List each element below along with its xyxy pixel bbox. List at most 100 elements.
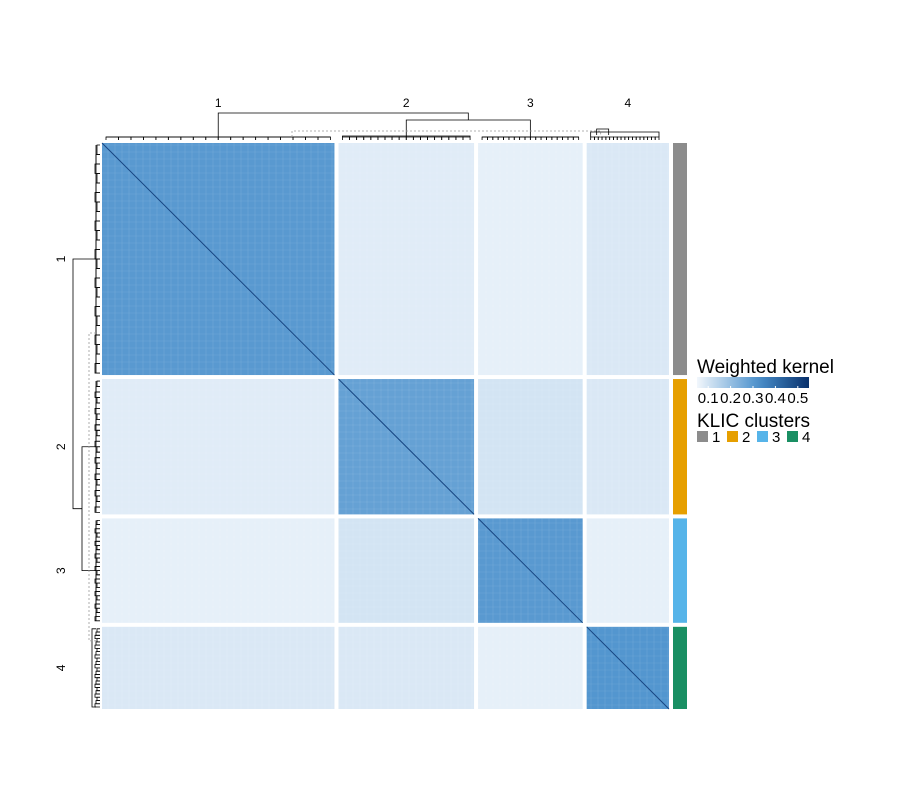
- heatmap-block-r4-c1: [102, 626, 335, 709]
- color-scale-tick-label: 0.5: [787, 390, 808, 407]
- col-dendro-cluster-2-leaf: [384, 136, 393, 140]
- col-dendro-cluster-1-leaf: [192, 136, 207, 140]
- row-dendro-cluster-4-leaf: [96, 677, 100, 682]
- row-dendro-cluster-4-leaf: [96, 696, 100, 701]
- column-cluster-label-2: 2: [403, 96, 410, 110]
- row-dendro-cluster-1-leaf: [95, 239, 100, 250]
- heatmap-block-r2-c3: [478, 379, 583, 515]
- col-dendro-cluster-1-leaf: [230, 136, 244, 140]
- col-dendro-cluster-4-leaf: [632, 136, 637, 140]
- row-dendro-cluster-4-leaf: [94, 674, 100, 679]
- col-dendro-cluster-1-leaf: [118, 136, 132, 140]
- row-dendro-cluster-2-leaf: [95, 435, 100, 442]
- col-dendro-cluster-3-leaf: [535, 136, 542, 140]
- row-dendro-cluster-3-leaf: [95, 561, 100, 567]
- col-dendro-cluster-2-leaf: [363, 136, 372, 140]
- row-dendro-cluster-4: [91, 628, 96, 708]
- col-dendro-merge-1-23: [217, 112, 469, 137]
- row-dendro-cluster-1-leaf: [94, 363, 100, 374]
- row-cluster-label-2: 2: [54, 443, 68, 450]
- row-dendro-cluster-4-leaf: [94, 634, 100, 639]
- heatmap-block-r3-c2: [338, 518, 475, 623]
- col-dendro-cluster-3-leaf: [492, 136, 499, 140]
- annotation-segment-2: [673, 379, 687, 515]
- row-dendro-merge-2-3: [81, 446, 96, 572]
- col-dendro-cluster-4-top: [596, 128, 610, 135]
- row-dendro-cluster-1-leaf: [95, 325, 100, 336]
- row-dendro-cluster-1-leaf: [95, 353, 100, 364]
- col-dendro-cluster-4-leaf: [616, 136, 622, 140]
- col-dendro-cluster-4-leaf: [635, 136, 641, 140]
- col-dendro-cluster-2-leaf: [349, 136, 358, 140]
- color-scale-tick-label: 0.2: [720, 390, 741, 407]
- col-dendro-cluster-3-leaf: [513, 136, 521, 140]
- column-dendrogram: [105, 112, 660, 140]
- col-dendro-cluster-2-leaf: [370, 136, 379, 140]
- row-dendro-cluster-3-leaf: [95, 524, 100, 530]
- col-dendro-cluster-1-leaf: [317, 136, 331, 140]
- col-dendro-cluster-3-leaf: [508, 136, 515, 140]
- row-dendro-cluster-3-leaf: [95, 574, 100, 580]
- row-dendro-cluster-2-leaf: [96, 479, 100, 486]
- row-dendro-cluster-4-leaf: [95, 660, 100, 666]
- col-dendro-cluster-3-leaf: [497, 136, 504, 140]
- annotation-legend-label-4: 4: [802, 429, 810, 446]
- row-cluster-label-3: 3: [54, 567, 68, 574]
- col-dendro-cluster-2-leaf: [377, 136, 386, 140]
- heatmap-block-r1-c3: [478, 143, 583, 376]
- col-dendro-cluster-1-leaf: [167, 136, 182, 140]
- col-dendro-cluster-1-leaf: [155, 136, 169, 140]
- heatmap-block-r4-c2: [338, 626, 475, 709]
- row-dendro-cluster-4-leaf: [95, 700, 100, 705]
- col-dendro-cluster-3-leaf: [540, 136, 547, 140]
- row-dendro-cluster-3-leaf: [96, 607, 100, 613]
- col-dendro-cluster-2-leaf: [448, 136, 457, 140]
- annotation-legend-swatch-2: [727, 431, 738, 442]
- row-dendro-cluster-1-leaf: [96, 201, 100, 212]
- heatmap-block-r4-c3: [478, 626, 583, 709]
- row-dendro-cluster-4-leaf: [96, 667, 100, 672]
- row-dendro-cluster-3-leaf: [96, 520, 100, 525]
- annotation-segment-3: [673, 518, 687, 623]
- row-dendro-cluster-2-leaf: [96, 462, 100, 470]
- col-dendro-cluster-4-leaf: [601, 136, 607, 140]
- col-dendro-cluster-3-leaf: [519, 136, 526, 140]
- col-dendro-cluster-3-leaf: [556, 136, 563, 140]
- col-dendro-cluster-3-leaf: [487, 136, 494, 140]
- row-dendro-cluster-2-leaf: [95, 402, 100, 409]
- annotation-legend-swatch-4: [787, 431, 798, 442]
- row-dendro-cluster-3-leaf: [96, 582, 100, 588]
- heatmap-block-r3-c1: [102, 518, 335, 623]
- row-dendro-cluster-1-leaf: [96, 173, 100, 184]
- row-dendro-cluster-4-leaf: [94, 703, 100, 708]
- row-dendro-cluster-2-leaf: [95, 468, 100, 475]
- row-dendro-cluster-4-leaf: [95, 651, 100, 656]
- row-dendro-cluster-3-leaf: [95, 586, 100, 592]
- row-dendro-guide: [88, 332, 96, 642]
- row-dendro-cluster-3-leaf: [96, 557, 100, 563]
- col-dendro-guide: [291, 130, 602, 137]
- row-dendro-cluster-1-leaf: [95, 296, 100, 307]
- col-dendro-cluster-2-leaf: [405, 136, 414, 140]
- col-dendro-cluster-1-leaf: [305, 136, 319, 140]
- annotation-legend-label-3: 3: [772, 429, 780, 446]
- col-dendro-cluster-4-leaf: [624, 136, 630, 140]
- col-dendro-cluster-1-leaf: [105, 136, 119, 140]
- row-dendro-cluster-1-leaf: [95, 154, 100, 165]
- row-dendro-cluster-3-leaf: [96, 570, 100, 576]
- heatmap-block-r3-c4: [586, 518, 669, 623]
- row-dendro-cluster-2-leaf: [96, 495, 100, 502]
- heatmap-diagonal-2: [338, 378, 475, 515]
- annotation-segment-1: [673, 143, 687, 376]
- col-dendro-cluster-4-leaf: [609, 136, 614, 140]
- col-dendro-cluster-4: [590, 131, 660, 137]
- row-dendro-cluster-1-leaf: [96, 230, 100, 241]
- col-dendro-cluster-4-leaf: [628, 136, 633, 140]
- col-dendro-cluster-1-leaf: [280, 136, 294, 140]
- col-dendro-cluster-1-leaf: [130, 136, 144, 140]
- row-dendro-cluster-1-leaf: [96, 287, 100, 298]
- col-dendro-cluster-2-leaf: [398, 136, 407, 140]
- col-dendro-cluster-1-leaf: [267, 136, 281, 140]
- row-dendro-cluster-3-leaf: [95, 549, 100, 555]
